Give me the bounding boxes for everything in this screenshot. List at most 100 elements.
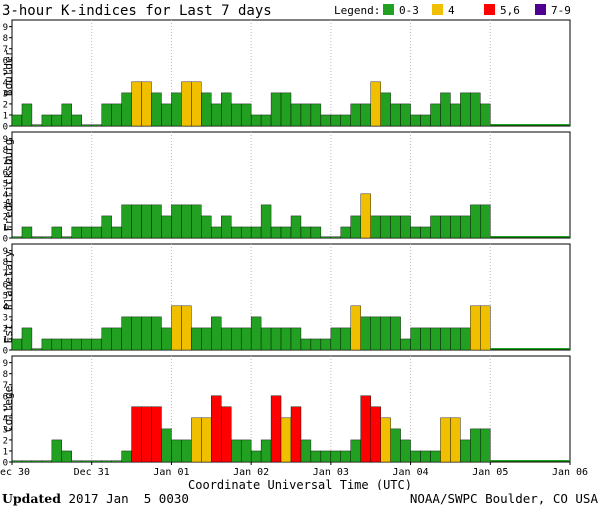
k-index-bar — [161, 428, 172, 463]
x-tick-label: Jan 01 — [153, 467, 189, 478]
k-index-bar — [121, 450, 132, 463]
k-index-bar — [260, 439, 272, 463]
k-index-bar — [270, 395, 282, 463]
k-index-bar — [240, 439, 252, 463]
y-tick-label: 0 — [3, 347, 8, 357]
k-index-bar — [21, 226, 33, 239]
x-axis-label: Coordinate Universal Time (UTC) — [188, 478, 412, 490]
k-index-bar — [430, 450, 441, 463]
k-index-bar — [201, 417, 212, 463]
k-index-bar — [161, 103, 172, 127]
legend-swatch — [535, 4, 546, 15]
k-index-bar — [460, 327, 471, 351]
y-tick-label: 0 — [3, 123, 8, 133]
k-index-bar — [360, 316, 371, 351]
y-tick-label: 5 — [3, 179, 8, 189]
k-index-bar — [201, 327, 212, 351]
k-index-bar — [151, 406, 162, 463]
y-tick-label: 6 — [3, 168, 8, 178]
k-index-bar — [61, 236, 72, 239]
k-index-bar — [101, 215, 112, 239]
k-index-bar — [61, 450, 72, 463]
k-index-bar — [121, 204, 132, 239]
k-index-bar — [191, 327, 202, 351]
k-index-bar — [221, 215, 232, 239]
k-index-bar — [191, 81, 202, 127]
k-index-bar — [310, 226, 322, 239]
k-index-bar — [280, 92, 292, 127]
k-index-bar — [320, 338, 332, 351]
station-label: College — [2, 386, 15, 432]
k-index-bar — [51, 226, 63, 239]
station-label: Fredericksburg — [2, 139, 15, 232]
k-index-bar — [390, 103, 401, 127]
k-index-bar — [151, 204, 162, 239]
legend-swatch — [484, 4, 495, 15]
k-index-bar — [231, 103, 242, 127]
k-index-bar — [61, 338, 72, 351]
k-index-bar — [290, 327, 302, 351]
y-tick-label: 4 — [3, 414, 8, 424]
k-index-bar — [450, 215, 461, 239]
y-tick-label: 3 — [3, 313, 8, 323]
k-index-bar — [111, 327, 122, 351]
k-index-bar — [410, 226, 421, 239]
k-index-bar — [71, 114, 82, 127]
updated-label: Updated — [2, 491, 61, 506]
k-index-bar — [480, 204, 491, 239]
y-tick-label: 5 — [3, 403, 8, 413]
k-index-bar — [81, 460, 92, 463]
k-index-bar — [31, 236, 43, 239]
y-tick-label: 6 — [3, 56, 8, 66]
k-index-bar — [171, 204, 182, 239]
k-index-bar — [231, 327, 242, 351]
y-tick-label: 2 — [3, 100, 8, 110]
k-index-bar — [350, 305, 361, 351]
x-tick-label: Dec 30 — [0, 467, 30, 478]
k-index-bar — [370, 215, 381, 239]
k-index-bar — [71, 226, 82, 239]
k-index-bar — [181, 204, 192, 239]
k-index-bar — [300, 439, 312, 463]
k-index-bar — [400, 338, 411, 351]
k-index-bar — [290, 103, 302, 127]
k-index-chart: 3-hour K-indices for Last 7 days Legend:… — [0, 3, 588, 490]
y-tick-label: 1 — [3, 447, 8, 457]
k-index-bar — [330, 236, 342, 239]
k-index-bar — [470, 428, 481, 463]
k-index-bar — [181, 439, 192, 463]
k-index-bar — [81, 338, 92, 351]
y-tick-label: 8 — [3, 146, 8, 156]
k-index-bar — [440, 215, 451, 239]
k-index-bar — [31, 348, 43, 351]
k-index-bar — [161, 215, 172, 239]
k-index-bar — [320, 450, 332, 463]
k-index-bar — [320, 114, 332, 127]
y-tick-label: 5 — [3, 67, 8, 77]
k-index-bar — [280, 417, 292, 463]
chart-title: 3-hour K-indices for Last 7 days — [2, 3, 272, 19]
k-index-bar — [300, 338, 312, 351]
y-tick-label: 8 — [3, 258, 8, 268]
y-tick-label: 1 — [3, 335, 8, 345]
chart-panels: 0123456789Boulder0123456789Fredericksbur… — [2, 19, 571, 469]
k-index-bar — [111, 460, 122, 463]
k-index-bar — [141, 316, 152, 351]
k-index-bar — [21, 460, 33, 463]
k-index-bar — [181, 305, 192, 351]
station-label: Est. Planetary — [2, 250, 15, 343]
k-index-bar — [370, 316, 381, 351]
legend-title: Legend: — [334, 4, 380, 17]
k-index-bar — [240, 226, 252, 239]
k-index-bar — [310, 450, 322, 463]
legend-label: 0-3 — [399, 4, 419, 17]
y-tick-label: 4 — [3, 78, 8, 88]
k-index-bar — [270, 327, 282, 351]
k-index-bar — [310, 338, 322, 351]
k-index-bar — [450, 103, 461, 127]
k-index-bar — [240, 327, 252, 351]
y-tick-label: 0 — [3, 235, 8, 245]
y-tick-label: 8 — [3, 370, 8, 380]
k-index-bar — [300, 226, 312, 239]
